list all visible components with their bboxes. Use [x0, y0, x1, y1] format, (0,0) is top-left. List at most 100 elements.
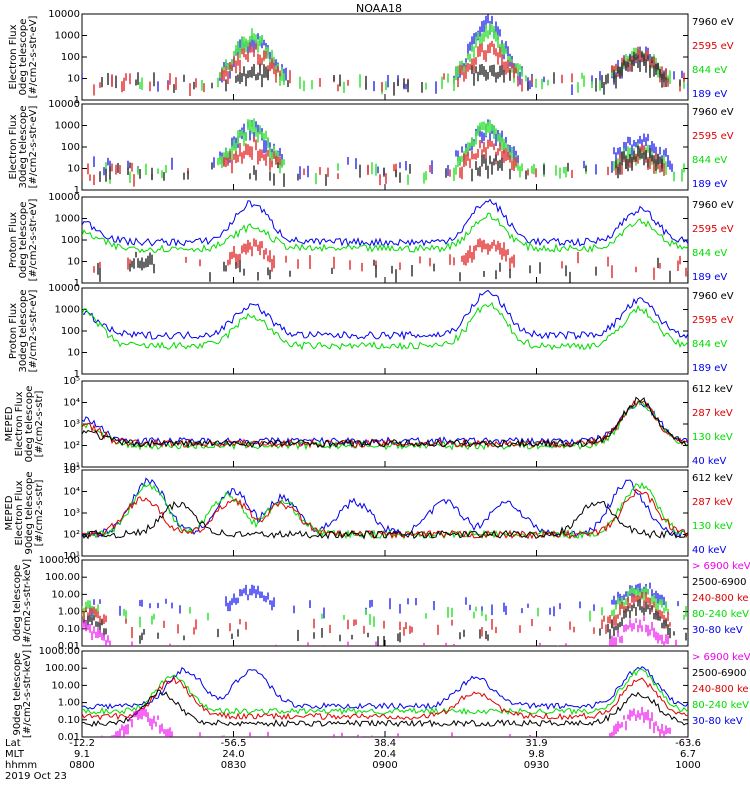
series-marks — [82, 136, 665, 187]
legend-entry: 7960 eV — [692, 291, 734, 302]
legend-entry: 2595 eV — [692, 224, 734, 235]
y-axis-label: 0deg telescope — [18, 202, 29, 279]
y-tick-label: 10.00 — [51, 589, 80, 600]
legend-entry: 189 eV — [692, 179, 727, 190]
y-tick-label: 100 — [61, 52, 80, 63]
y-axis-label: [#/cm2-s-str-eV] — [28, 106, 39, 189]
legend-entry: 844 eV — [692, 155, 727, 166]
y-axis-label: Electron Flux — [8, 24, 19, 89]
legend-entry: 80-240 keV — [692, 700, 749, 711]
x-tick-mlt: 9.1 — [74, 749, 90, 760]
y-axis-label: 0deg telescope — [24, 386, 35, 463]
y-axis-label: [#/cm2-s-str-keV] — [22, 559, 33, 647]
legend-entry: 80-240 keV — [692, 609, 749, 620]
series-line — [82, 401, 688, 447]
y-tick-label: 10⁵ — [63, 376, 80, 387]
series--6900-kev — [82, 616, 677, 646]
x-tick-mlt: 20.4 — [374, 749, 396, 760]
y-axis-label: [#/cm2-s-str-eV] — [28, 16, 39, 99]
x-tick-lat: 38.4 — [374, 738, 396, 749]
date-label: 2019 Oct 23 — [5, 771, 67, 782]
legend-entry: 40 keV — [692, 545, 726, 556]
legend-entry: 7960 eV — [692, 200, 734, 211]
x-tick-hhmm: 0930 — [524, 760, 549, 771]
series-line — [82, 198, 688, 248]
y-axis-label: MEPED — [4, 406, 15, 441]
y-axis-label: Proton Flux — [8, 303, 19, 359]
y-tick-label: 0.01 — [58, 641, 80, 652]
series-line — [82, 488, 688, 540]
y-tick-label: 10 — [67, 74, 80, 85]
series-80-240-kev — [82, 668, 688, 716]
series-287-kev — [82, 488, 688, 540]
legend-entry: 189 eV — [692, 89, 727, 100]
series-844-ev — [82, 212, 688, 254]
series-2500-6900 — [82, 599, 687, 646]
series-612-kev — [82, 396, 688, 449]
y-tick-label: 10⁴ — [63, 487, 80, 498]
series-2500-6900 — [82, 689, 688, 728]
y-tick-label: 10¹ — [63, 462, 80, 473]
y-tick-label: 10.00 — [51, 680, 80, 691]
y-tick-label: 10² — [63, 530, 80, 541]
panel-frame — [81, 103, 689, 191]
y-tick-label: 1 — [74, 278, 80, 289]
y-tick-label: 10000 — [48, 283, 80, 294]
series-marks — [82, 616, 677, 646]
y-axis-label: 0deg telescope — [12, 565, 23, 642]
series-189-ev — [93, 119, 673, 180]
y-axis-label: [#/cm2-s-str-keV] — [22, 650, 33, 738]
series-marks — [101, 51, 681, 96]
series-30-80-kev — [82, 666, 688, 711]
x-tick-mlt: 6.7 — [680, 749, 696, 760]
y-axis-label: 30deg telescope — [18, 289, 29, 372]
y-tick-label: 10 — [67, 257, 80, 268]
y-tick-label: 1000 — [55, 31, 80, 42]
panel-frame — [81, 559, 689, 647]
series-844-ev — [105, 118, 685, 185]
y-axis-label: 30deg telescope — [18, 105, 29, 188]
y-tick-label: 10² — [63, 441, 80, 452]
x-tick-hhmm: 1000 — [675, 760, 700, 771]
y-axis-label: [#/cm2-s-str] — [34, 390, 45, 457]
series-line — [82, 302, 688, 351]
x-tick-hhmm: 0830 — [221, 760, 246, 771]
y-tick-label: 1 — [74, 185, 80, 196]
y-tick-label: 10⁵ — [63, 465, 80, 476]
legend-entry: 844 eV — [692, 248, 727, 259]
series-marks — [99, 145, 663, 187]
legend-entry: 2595 eV — [692, 315, 734, 326]
x-tick-lat: -56.5 — [221, 738, 247, 749]
legend-entry: 2500-6900 — [692, 668, 747, 679]
legend-entry: 844 eV — [692, 65, 727, 76]
panel-frame — [81, 469, 689, 557]
x-tick-mlt: 24.0 — [222, 749, 244, 760]
y-tick-label: 10⁴ — [63, 398, 80, 409]
legend-entry: 7960 eV — [692, 107, 734, 118]
y-tick-label: 1000.00 — [39, 646, 80, 657]
legend-entry: > 6900 keV — [692, 652, 750, 663]
y-tick-label: 1 — [74, 369, 80, 380]
y-tick-label: 10000 — [48, 99, 80, 110]
series-line — [82, 212, 688, 254]
y-tick-label: 1000 — [55, 214, 80, 225]
legend-entry: 40 keV — [692, 456, 726, 467]
series-7960-ev — [101, 51, 681, 96]
legend-entry: 2595 eV — [692, 131, 734, 142]
panel-frame — [81, 13, 689, 101]
y-axis-label: [#/cm2-s-str-eV] — [28, 290, 39, 373]
y-tick-label: 1.00 — [58, 607, 80, 618]
y-tick-label: 100 — [61, 326, 80, 337]
y-tick-label: 100.00 — [45, 572, 80, 583]
figure-title: NOAA18 — [356, 2, 402, 15]
y-tick-label: 0.01 — [58, 732, 80, 743]
series-marks — [82, 599, 687, 646]
y-axis-label: Electron Flux — [8, 114, 19, 179]
series-line — [82, 668, 688, 716]
legend-entry: 189 eV — [692, 363, 727, 374]
panel-5: 10¹ 10² 10³ 10⁴ 10⁵ MEPED Electron Flux 0deg te… — [4, 376, 733, 473]
series-240-800-ke — [82, 592, 671, 639]
y-axis-label: Electron Flux — [14, 480, 25, 545]
legend-entry: 30-80 keV — [692, 716, 743, 727]
y-tick-label: 1.00 — [58, 698, 80, 709]
